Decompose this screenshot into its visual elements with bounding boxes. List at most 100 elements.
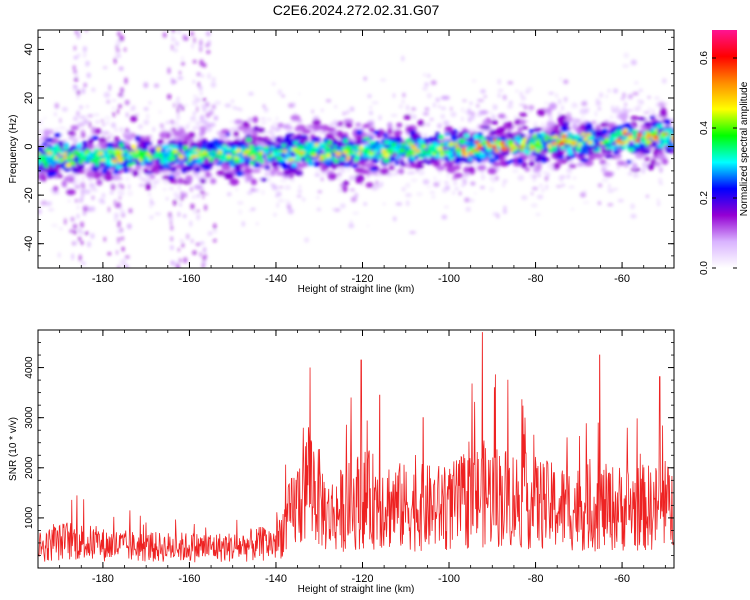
heatmap-cell xyxy=(411,141,415,145)
heatmap-cell xyxy=(134,135,141,142)
heatmap-cell xyxy=(124,99,130,106)
heatmap-cell xyxy=(127,223,132,230)
heatmap-cell xyxy=(480,170,485,174)
heatmap-cell xyxy=(369,106,373,109)
heatmap-cell xyxy=(491,114,496,120)
heatmap-cell xyxy=(103,92,111,98)
heatmap-cell xyxy=(376,144,381,149)
heatmap-cell xyxy=(73,240,78,246)
heatmap-cell xyxy=(100,119,104,123)
heatmap-cell xyxy=(654,161,661,167)
heatmap-cell xyxy=(658,177,663,184)
heatmap-cell xyxy=(71,167,80,173)
heatmap-cell xyxy=(593,146,599,151)
heatmap-cell xyxy=(142,150,148,155)
heatmap-cell xyxy=(103,236,107,242)
heatmap-cell xyxy=(604,154,614,159)
heatmap-cell xyxy=(233,167,242,173)
heatmap-cell xyxy=(191,43,194,49)
heatmap-cell xyxy=(201,140,208,144)
heatmap-cell xyxy=(294,170,303,176)
heatmap-cell xyxy=(316,169,319,173)
heatmap-cell xyxy=(59,117,62,124)
heatmap-cell xyxy=(207,161,214,166)
heatmap-cell xyxy=(416,192,423,197)
heatmap-cell xyxy=(101,167,107,174)
heatmap-cell xyxy=(114,217,117,222)
heatmap-cell xyxy=(580,116,585,120)
heatmap-cell xyxy=(195,242,201,246)
heatmap-cell xyxy=(102,200,105,205)
heatmap-cell xyxy=(266,140,274,147)
heatmap-cell xyxy=(533,143,539,148)
heatmap-cell xyxy=(576,162,584,167)
heatmap-cell xyxy=(120,126,123,132)
heatmap-cell xyxy=(597,107,602,111)
heatmap-cell xyxy=(198,149,205,153)
heatmap-cell xyxy=(507,104,513,109)
heatmap-cell xyxy=(399,147,406,153)
heatmap-cell xyxy=(77,136,80,140)
heatmap-cell xyxy=(348,141,355,146)
heatmap-cell xyxy=(327,173,338,180)
heatmap-cell xyxy=(51,156,56,160)
heatmap-cell xyxy=(429,118,434,121)
heatmap-cell xyxy=(176,194,181,200)
heatmap-cell xyxy=(597,183,603,188)
heatmap-cell xyxy=(93,113,100,117)
heatmap-cell xyxy=(330,164,339,168)
heatmap-cell xyxy=(656,153,666,161)
heatmap-cell xyxy=(591,120,597,125)
heatmap-cell xyxy=(179,127,185,135)
heatmap-cell xyxy=(461,116,464,122)
heatmap-cell xyxy=(319,154,325,158)
heatmap-cell xyxy=(458,126,462,131)
heatmap-cell xyxy=(57,252,61,258)
heatmap-cell xyxy=(577,138,582,143)
heatmap-cell xyxy=(171,127,177,133)
heatmap-cell xyxy=(170,236,174,242)
heatmap-cell xyxy=(106,100,111,104)
heatmap-cell xyxy=(506,132,513,138)
heatmap-cell xyxy=(277,89,283,96)
heatmap-cell xyxy=(213,223,217,230)
heatmap-cell xyxy=(501,149,509,157)
heatmap-cell xyxy=(105,122,110,125)
heatmap-cell xyxy=(592,137,598,144)
heatmap-cell xyxy=(90,233,95,239)
heatmap-cell xyxy=(478,152,486,159)
heatmap-cell xyxy=(76,205,80,210)
heatmap-cell xyxy=(77,163,85,170)
heatmap-cell xyxy=(584,149,589,155)
heatmap-cell xyxy=(630,213,637,219)
heatmap-cell xyxy=(124,264,129,268)
colorbar-bar xyxy=(712,30,737,268)
x-tick-label: -160 xyxy=(178,573,200,585)
heatmap-cell xyxy=(572,117,577,120)
heatmap-cell xyxy=(519,91,523,97)
heatmap-cell xyxy=(615,129,623,134)
heatmap-cell xyxy=(329,122,334,127)
heatmap-cell xyxy=(405,153,410,158)
heatmap-cell xyxy=(85,157,91,162)
heatmap-cell xyxy=(252,162,262,168)
heatmap-cell xyxy=(121,246,125,252)
heatmap-cell xyxy=(541,122,545,128)
heatmap-cell xyxy=(74,77,79,82)
heatmap-cell xyxy=(115,48,121,53)
heatmap-cell xyxy=(132,155,137,159)
y-tick-label: 4000 xyxy=(24,356,35,379)
heatmap-cell xyxy=(561,184,566,187)
heatmap-cell xyxy=(76,110,80,117)
heatmap-cell xyxy=(346,109,349,115)
heatmap-cell xyxy=(458,191,462,196)
heatmap-cell xyxy=(491,120,499,125)
heatmap-cell xyxy=(580,132,587,136)
heatmap-cell xyxy=(526,86,533,92)
heatmap-cell xyxy=(177,177,184,185)
heatmap-cell xyxy=(195,153,199,159)
heatmap-cell xyxy=(605,146,611,150)
heatmap-cell xyxy=(82,211,87,216)
heatmap-cell xyxy=(658,102,666,108)
heatmap-cell xyxy=(72,223,78,229)
